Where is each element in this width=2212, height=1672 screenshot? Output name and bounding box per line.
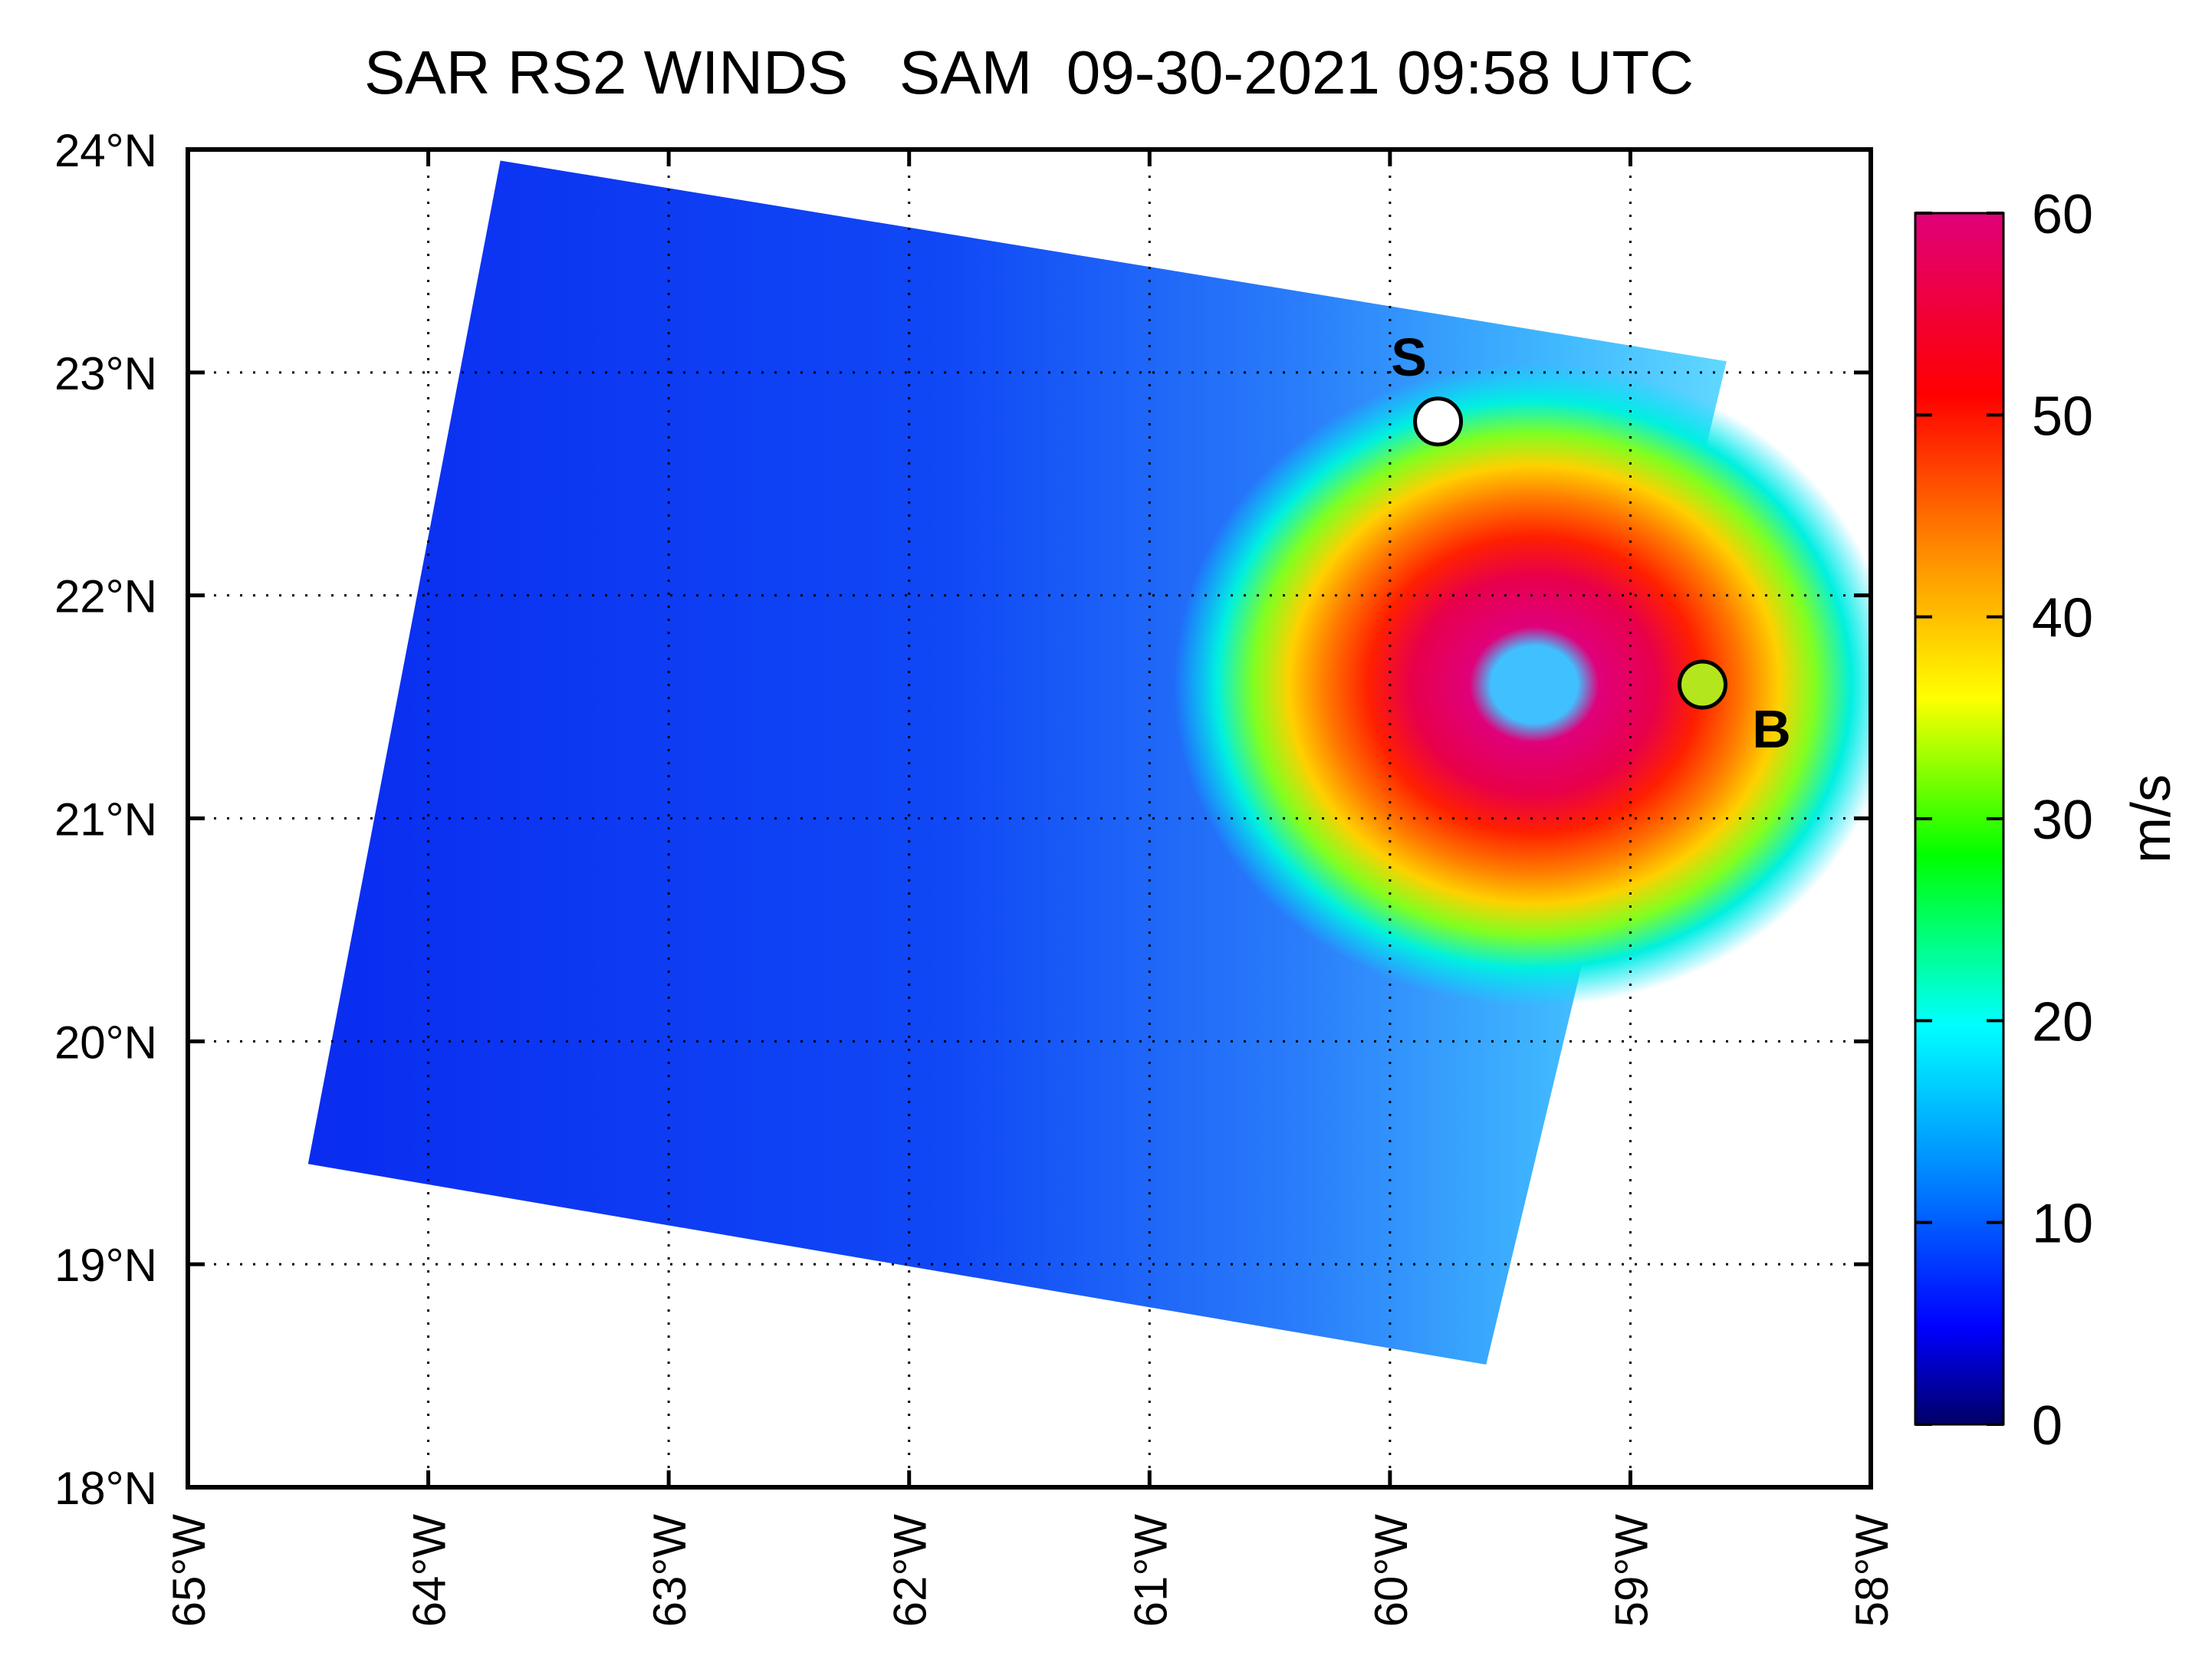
plot-frame xyxy=(186,147,1873,1490)
marker-s-label: S xyxy=(1391,327,1427,387)
colorbar-tick-label: 50 xyxy=(2032,386,2093,447)
lat-tick-label: 23°N xyxy=(54,348,157,399)
lat-tick-label: 21°N xyxy=(54,794,157,846)
lon-tick-label: 64°W xyxy=(404,1514,455,1628)
lon-tick-label: 59°W xyxy=(1606,1514,1657,1628)
lon-tick-label: 62°W xyxy=(885,1514,936,1628)
lat-tick-label: 20°N xyxy=(54,1017,157,1068)
marker-s-circle xyxy=(1413,396,1464,447)
colorbar-unit-label: m/s xyxy=(2121,774,2182,863)
colorbar-tick-label: 30 xyxy=(2032,790,2093,851)
marker-b-label: B xyxy=(1752,699,1791,759)
lat-tick-label: 18°N xyxy=(54,1463,157,1514)
lat-tick-label: 19°N xyxy=(54,1240,157,1291)
colorbar: 60 50 40 30 20 10 0 m/s xyxy=(1914,184,2182,1457)
lon-tick-label: 63°W xyxy=(644,1514,695,1628)
lon-tick-label: 58°W xyxy=(1846,1514,1898,1628)
longitude-axis: 65°W 64°W 63°W 62°W 61°W 60°W 59°W 58°W xyxy=(163,1514,1898,1628)
colorbar-tick-label: 60 xyxy=(2032,184,2093,245)
marker-b-circle xyxy=(1678,659,1727,710)
latitude-axis: 24°N 23°N 22°N 21°N 20°N 19°N 18°N xyxy=(54,125,157,1514)
colorbar-tick-label: 20 xyxy=(2032,991,2093,1053)
lon-tick-label: 60°W xyxy=(1366,1514,1417,1628)
colorbar-ticks: 60 50 40 30 20 10 0 xyxy=(1915,184,2093,1457)
map-plot-area: SB xyxy=(186,147,1873,1490)
lat-tick-label: 24°N xyxy=(54,125,157,176)
figure-title: SAR RS2 WINDS SAM 09-30-2021 09:58 UTC xyxy=(364,38,1694,107)
hurricane-wind-field xyxy=(1174,363,1871,1007)
colorbar-tick-label: 0 xyxy=(2032,1395,2062,1457)
colorbar-tick-label: 40 xyxy=(2032,588,2093,649)
lon-tick-label: 61°W xyxy=(1125,1514,1176,1628)
lat-tick-label: 22°N xyxy=(54,571,157,622)
colorbar-tick-label: 10 xyxy=(2032,1194,2093,1255)
position-markers: SB xyxy=(1391,327,1791,759)
lon-tick-label: 65°W xyxy=(163,1514,215,1628)
